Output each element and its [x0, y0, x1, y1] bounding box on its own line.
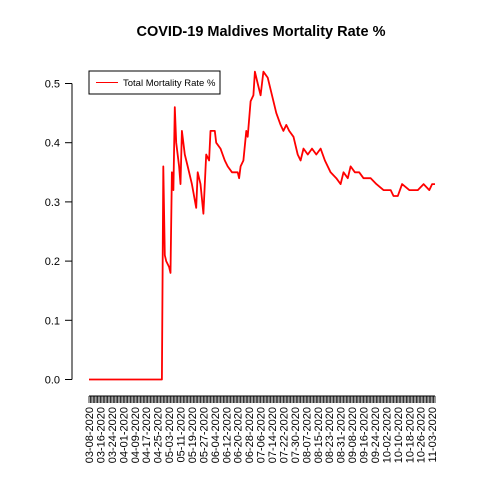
x-tick-label: 04-01-2020: [118, 407, 130, 463]
x-tick-label: 11-03-2020: [427, 407, 439, 462]
x-tick-label: 04-09-2020: [130, 407, 142, 463]
y-tick-label: 0.5: [45, 79, 60, 91]
x-tick-label: 05-27-2020: [198, 407, 210, 463]
x-tick-label: 03-08-2020: [84, 407, 96, 463]
x-tick-label: 08-31-2020: [336, 407, 348, 463]
x-tick-label: 03-16-2020: [95, 407, 107, 463]
x-tick-label: 06-20-2020: [233, 407, 245, 463]
x-tick-label: 08-23-2020: [324, 407, 336, 463]
x-tick-label: 10-18-2020: [404, 407, 416, 463]
x-tick-label: 03-24-2020: [107, 407, 119, 463]
legend-box: [88, 70, 221, 95]
x-tick-label: 09-08-2020: [347, 407, 359, 463]
x-tick-label: 10-26-2020: [416, 407, 428, 463]
series-layer: [89, 70, 435, 381]
x-tick-label: 05-11-2020: [176, 407, 188, 462]
legend-label: Total Mortality Rate %: [123, 78, 216, 89]
x-tick-label: 08-07-2020: [301, 407, 313, 463]
x-tick-label: 08-15-2020: [313, 407, 325, 463]
y-tick-label: 0.4: [45, 138, 60, 150]
x-tick-label: 07-30-2020: [290, 407, 302, 463]
y-tick-label: 0.0: [45, 375, 60, 387]
x-tick-label: 07-22-2020: [278, 407, 290, 463]
y-tick-label: 0.2: [45, 256, 60, 268]
x-tick-label: 06-28-2020: [244, 407, 256, 463]
y-axis: 0.0 0.1 0.2 0.3 0.4 0.5: [45, 79, 73, 387]
x-tick-label: 10-02-2020: [381, 407, 393, 463]
x-tick-label: 05-03-2020: [164, 407, 176, 463]
x-axis: 03-08-2020 03-16-2020 03-24-2020 04-01-2020…: [84, 395, 439, 463]
x-tick-label: 04-17-2020: [141, 407, 153, 463]
x-tick-label: 10-10-2020: [393, 407, 405, 463]
x-tick-label: 05-19-2020: [187, 407, 199, 463]
y-tick-label: 0.3: [45, 197, 60, 209]
x-tick-label: 09-24-2020: [370, 407, 382, 463]
x-tick-label: 06-12-2020: [221, 407, 233, 463]
x-tick-label: 04-25-2020: [153, 407, 165, 463]
chart-title: COVID-19 Maldives Mortality Rate %: [137, 24, 386, 40]
legend: Total Mortality Rate %: [88, 70, 221, 95]
series-line-0: [89, 70, 435, 381]
x-tick-label: 09-16-2020: [359, 407, 371, 463]
y-tick-label: 0.1: [45, 315, 60, 327]
x-tick-label: 06-04-2020: [210, 407, 222, 463]
x-tick-label: 07-06-2020: [256, 407, 268, 463]
x-tick-label: 07-14-2020: [267, 407, 279, 463]
